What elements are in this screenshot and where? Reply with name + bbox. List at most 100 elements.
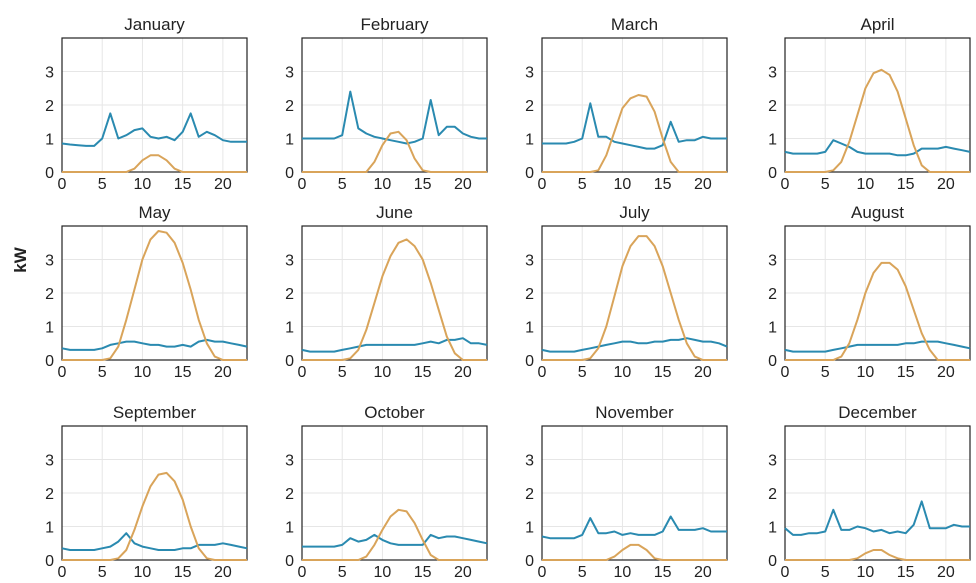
x-tick-label: 15 <box>654 564 672 581</box>
x-tick-label: 5 <box>338 176 347 193</box>
x-tick-label: 10 <box>134 364 152 381</box>
panel-title: December <box>838 403 917 422</box>
panel-february: February 0 5 10 15 20 0 1 2 3 <box>285 15 488 193</box>
panel-july: July 0 5 10 15 20 0 1 2 3 <box>525 203 728 381</box>
x-tick-label: 5 <box>98 564 107 581</box>
y-tick-label: 3 <box>768 253 777 270</box>
consumption-line <box>61 112 247 147</box>
panel-frame <box>301 37 488 173</box>
x-tick-label: 20 <box>937 176 955 193</box>
panel-june: June 0 5 10 15 20 0 1 2 3 <box>285 203 488 381</box>
x-tick-label: 5 <box>578 176 587 193</box>
x-tick-label: 20 <box>214 564 232 581</box>
x-tick-label: 15 <box>174 176 192 193</box>
x-tick-label: 5 <box>338 364 347 381</box>
panel-frame <box>301 425 488 561</box>
y-tick-label: 3 <box>45 453 54 470</box>
consumption-line <box>61 338 248 351</box>
y-tick-label: 3 <box>285 65 294 82</box>
x-tick-label: 0 <box>58 176 67 193</box>
x-tick-label: 0 <box>298 364 307 381</box>
y-tick-label: 2 <box>768 286 777 303</box>
panel-title: November <box>595 403 674 422</box>
x-tick-label: 20 <box>454 364 472 381</box>
generation-line <box>542 235 727 361</box>
y-tick-label: 1 <box>768 132 777 149</box>
x-tick-label: 0 <box>781 364 790 381</box>
panel-march: March 0 5 10 15 20 0 1 2 3 <box>525 15 728 193</box>
y-tick-label: 2 <box>525 98 534 115</box>
y-tick-label: 2 <box>45 286 54 303</box>
y-tick-label: 2 <box>285 486 294 503</box>
x-tick-label: 15 <box>414 176 432 193</box>
x-tick-label: 10 <box>134 564 152 581</box>
panel-title: August <box>851 203 904 222</box>
panel-frame <box>541 425 728 561</box>
consumption-line <box>61 532 248 551</box>
x-tick-label: 20 <box>214 176 232 193</box>
y-tick-label: 2 <box>768 98 777 115</box>
y-tick-label: 1 <box>768 520 777 537</box>
x-tick-label: 10 <box>134 176 152 193</box>
panel-september: September 0 5 10 15 20 0 1 2 3 <box>45 403 248 581</box>
generation-line <box>302 238 487 361</box>
panel-frame <box>61 37 248 173</box>
panel-title: February <box>360 15 429 34</box>
y-tick-label: 2 <box>285 98 294 115</box>
x-tick-label: 10 <box>614 176 632 193</box>
x-tick-label: 20 <box>454 176 472 193</box>
y-tick-label: 0 <box>285 165 294 182</box>
x-tick-label: 5 <box>578 364 587 381</box>
y-tick-label: 0 <box>45 165 54 182</box>
x-tick-label: 0 <box>781 564 790 581</box>
x-tick-label: 15 <box>414 364 432 381</box>
y-tick-label: 3 <box>285 453 294 470</box>
consumption-line <box>541 337 728 353</box>
x-tick-label: 15 <box>897 364 915 381</box>
y-tick-label: 2 <box>285 286 294 303</box>
y-tick-label: 0 <box>285 553 294 570</box>
x-tick-label: 15 <box>654 176 672 193</box>
consumption-line <box>302 90 487 145</box>
panel-august: August 0 5 10 15 20 0 1 2 3 <box>768 203 971 381</box>
x-tick-label: 20 <box>937 364 955 381</box>
x-tick-label: 15 <box>414 564 432 581</box>
x-tick-label: 10 <box>374 564 392 581</box>
y-tick-label: 3 <box>768 65 777 82</box>
panel-october: October 0 5 10 15 20 0 1 2 3 <box>285 403 488 581</box>
x-tick-label: 0 <box>538 176 547 193</box>
generation-line <box>542 94 727 173</box>
panel-title: January <box>124 15 185 34</box>
generation-line <box>785 549 970 561</box>
x-tick-label: 15 <box>897 564 915 581</box>
generation-line <box>302 130 487 173</box>
x-tick-label: 5 <box>98 364 107 381</box>
y-tick-label: 0 <box>525 353 534 370</box>
consumption-line <box>301 337 488 353</box>
generation-line <box>62 154 247 173</box>
y-tick-label: 2 <box>45 98 54 115</box>
x-tick-label: 20 <box>937 564 955 581</box>
x-tick-label: 5 <box>821 176 830 193</box>
y-tick-label: 2 <box>525 486 534 503</box>
y-tick-label: 3 <box>45 65 54 82</box>
y-tick-label: 1 <box>525 520 534 537</box>
x-tick-label: 0 <box>298 176 307 193</box>
x-tick-label: 0 <box>781 176 790 193</box>
y-tick-label: 0 <box>768 553 777 570</box>
consumption-line <box>784 500 970 536</box>
x-tick-label: 0 <box>538 364 547 381</box>
consumption-line <box>541 515 727 540</box>
x-tick-label: 10 <box>614 364 632 381</box>
x-tick-label: 0 <box>58 564 67 581</box>
consumption-line <box>784 340 971 353</box>
x-tick-label: 5 <box>98 176 107 193</box>
y-tick-label: 3 <box>525 65 534 82</box>
panel-title: June <box>376 203 413 222</box>
y-tick-label: 1 <box>45 132 54 149</box>
y-tick-label: 1 <box>45 320 54 337</box>
y-tick-label: 3 <box>768 453 777 470</box>
x-tick-label: 20 <box>214 364 232 381</box>
